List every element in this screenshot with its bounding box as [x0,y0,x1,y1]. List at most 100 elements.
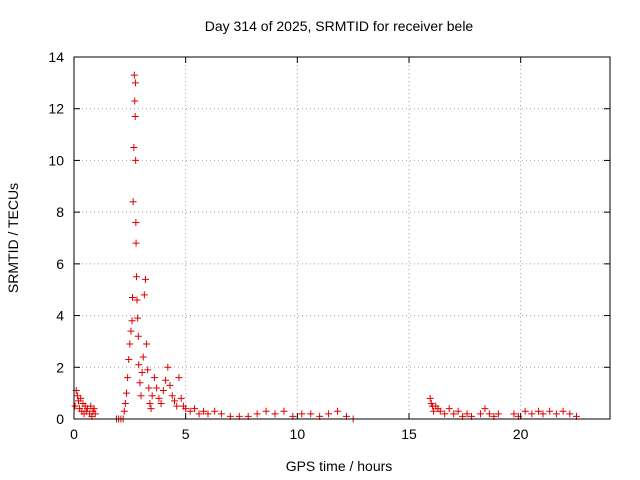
x-tick-label: 20 [513,426,529,442]
data-point [159,387,167,395]
data-point [485,410,493,418]
data-point [130,71,138,79]
data-point [131,112,139,120]
y-tick-label: 10 [48,152,64,168]
plot-frame [73,56,611,420]
data-point [131,97,139,105]
data-point [217,410,225,418]
data-point [124,374,132,382]
data-point [129,293,137,301]
data-point [334,407,342,415]
data-point [157,399,165,407]
axis-ticks: 0 5 10 15 20 0 2 4 6 8 10 12 14 [48,49,610,442]
data-point [145,384,153,392]
data-point [131,79,139,87]
y-tick-label: 6 [56,256,64,272]
data-point [146,399,154,407]
data-point [125,356,133,364]
data-point [166,381,174,389]
data-point [325,410,333,418]
data-point [127,327,135,335]
y-tick-label: 12 [48,101,64,117]
data-point [71,402,79,410]
data-point [77,394,85,402]
x-tick-label: 0 [70,426,78,442]
data-point [139,353,147,361]
data-point [130,144,138,151]
data-point [177,394,185,402]
data-point [122,389,130,397]
data-point [144,366,152,374]
data-point [271,410,279,418]
data-point [195,410,203,418]
data-point [262,407,270,415]
data-point [307,410,315,418]
data-point [298,410,306,418]
data-point [481,405,489,413]
data-point [171,397,178,405]
y-tick-label: 0 [56,411,64,427]
data-point [136,379,144,387]
data-point [132,218,140,226]
data-point [128,317,136,325]
data-point [134,332,142,340]
x-axis-label: GPS time / hours [286,458,393,474]
y-tick-label: 4 [56,308,64,324]
data-point [535,407,543,415]
data-point [150,374,158,382]
data-point [153,384,161,392]
data-point [211,407,219,415]
x-tick-label: 15 [401,426,417,442]
data-point [121,399,129,407]
data-point [148,392,156,400]
data-point [441,410,449,418]
data-point [147,405,155,413]
data-point [164,363,172,371]
y-tick-label: 8 [56,204,64,220]
chart-title: Day 314 of 2025, SRMTID for receiver bel… [205,18,474,34]
data-point [175,374,183,382]
data-points [71,71,580,423]
data-point [173,402,181,410]
x-tick-label: 10 [290,426,306,442]
data-point [445,405,453,413]
data-point [133,296,141,304]
data-point [546,407,554,415]
data-point [91,410,99,418]
data-point [430,407,438,415]
data-point [143,340,151,348]
data-point [120,407,128,415]
data-point [566,410,574,418]
y-axis-label: SRMTID / TECUs [5,183,21,293]
data-point [138,368,146,376]
data-point [168,392,176,400]
data-point [539,410,547,418]
data-point [454,407,462,415]
data-point [200,407,208,415]
data-point [450,410,458,418]
data-point [126,340,134,348]
data-point [191,405,199,413]
data-point [552,410,560,418]
data-point [463,410,471,418]
data-point [132,156,140,164]
y-tick-label: 2 [56,359,64,375]
data-point [280,407,288,415]
y-tick-label: 14 [48,49,64,65]
data-point [559,407,567,415]
data-point [141,275,149,283]
data-point [135,361,143,369]
x-tick-label: 5 [182,426,190,442]
data-point [253,410,261,418]
grid [74,57,610,419]
data-point [528,410,536,418]
data-point [521,407,529,415]
data-point [494,410,502,418]
data-point [182,405,190,413]
data-point [510,410,518,418]
data-point [132,239,140,247]
data-point [129,198,137,206]
data-point [140,291,148,299]
data-point [436,407,444,415]
